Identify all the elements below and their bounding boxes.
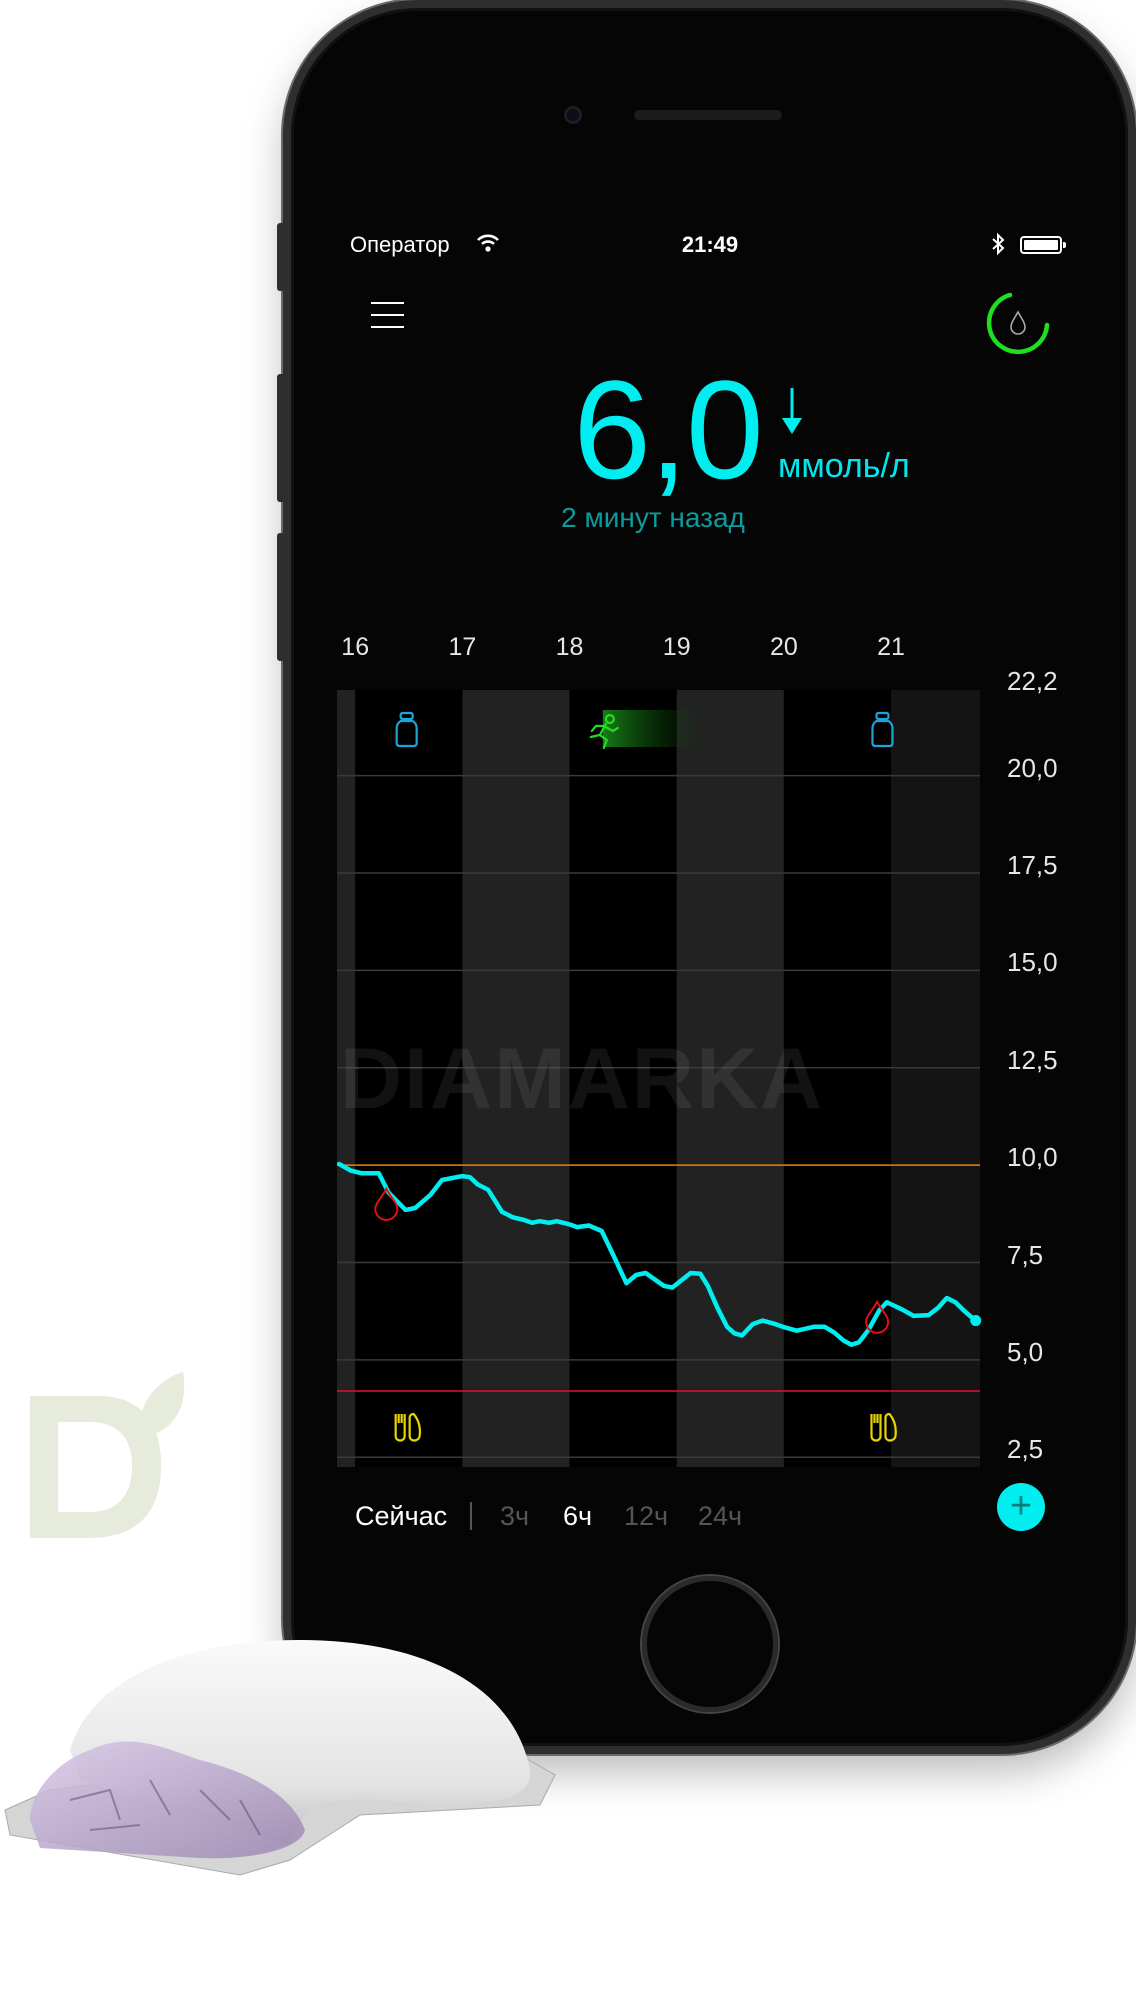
y-tick-label: 20,0 [1007,752,1058,783]
drop-icon [1010,310,1026,335]
hour-band [462,690,570,1467]
watermark-logo: DIAMARKA [340,1031,825,1127]
hour-band [676,690,784,1467]
y-tick-label: 17,5 [1007,850,1058,881]
y-tick-label: 15,0 [1007,947,1058,978]
wifi-icon [477,234,499,252]
insulin-bottle-icon [395,711,418,748]
activity-duration-bar [602,710,704,747]
glucose-line [336,1161,978,1347]
x-tick-label: 21 [877,633,905,661]
home-button[interactable] [642,1576,778,1712]
insulin-bottle-icon [871,711,894,748]
y-tick-label: 22,2 [1007,666,1058,696]
tab-12h[interactable]: 12ч [624,1501,669,1531]
carrier-name: Оператор [350,232,450,257]
earpiece-speaker [634,110,782,120]
reading-age: 2 минут назад [561,502,745,533]
status-time: 21:49 [681,232,739,257]
volume-down-button [277,533,285,661]
arrow-down-icon [782,388,802,434]
front-camera [564,106,582,124]
hour-band [355,690,463,1467]
brand-logo [30,1372,185,1538]
meal-icon [394,1412,421,1442]
meal-icon [870,1412,897,1442]
blood-drop-icon [374,1186,399,1221]
current-point-marker [970,1315,982,1327]
tab-separator [470,1502,472,1530]
y-tick-label: 2,5 [1007,1434,1044,1465]
hour-band [337,690,356,1467]
mute-switch [277,223,285,291]
y-tick-label: 10,0 [1007,1142,1058,1173]
x-tick-label: 20 [769,633,798,661]
tab-24h[interactable]: 24ч [698,1501,743,1531]
tab-now[interactable]: Сейчас [355,1501,448,1531]
sensor-status-ring-icon[interactable] [984,289,1052,357]
blood-drop-icon [865,1299,890,1334]
hour-band [891,690,980,1467]
hamburger-menu-icon[interactable] [371,302,404,332]
glucose-value: 6,0 [573,351,764,508]
x-tick-label: 16 [341,633,370,661]
tab-3h[interactable]: 3ч [500,1501,530,1531]
tab-6h[interactable]: 6ч [563,1501,593,1531]
battery-tip [1063,242,1066,248]
y-tick-label: 12,5 [1007,1044,1058,1075]
y-tick-label: 7,5 [1007,1239,1044,1270]
activity-runner-icon [589,713,619,750]
x-tick-label: 17 [448,633,477,661]
x-tick-label: 19 [662,633,691,661]
sensor-device-image [4,1640,556,1876]
hour-band [569,690,677,1467]
bluetooth-icon [992,232,1005,256]
y-tick-label: 5,0 [1007,1336,1044,1367]
glucose-unit: ммоль/л [778,447,910,485]
add-event-button[interactable]: + [997,1483,1045,1531]
volume-up-button [277,374,285,502]
power-button [1130,370,1136,504]
battery-icon [1020,236,1062,254]
x-tick-label: 18 [555,633,584,661]
